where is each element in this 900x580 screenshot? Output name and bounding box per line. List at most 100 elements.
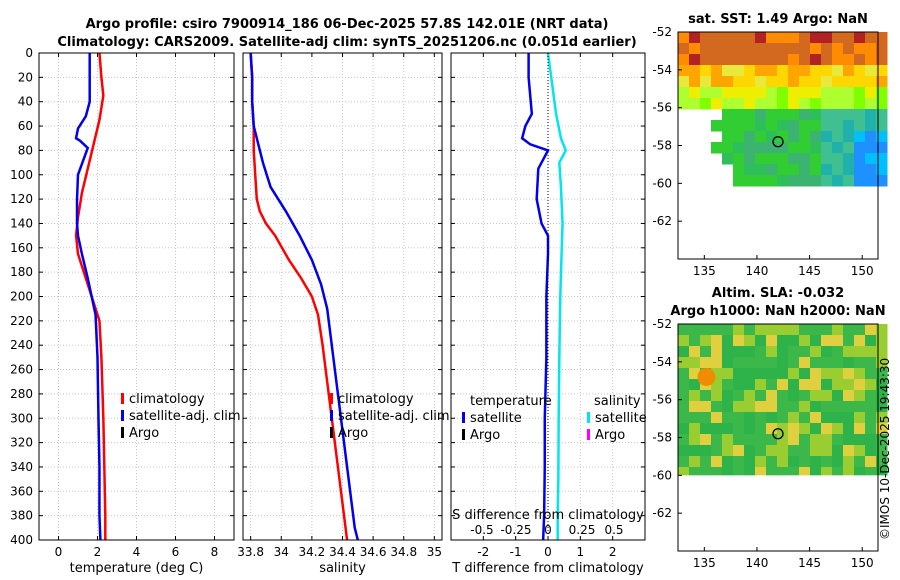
sst-cell bbox=[744, 153, 756, 165]
x-tick-label: 2 bbox=[94, 545, 102, 559]
sla-cell bbox=[854, 467, 866, 476]
x-tick-label: 150 bbox=[851, 556, 874, 570]
y-tick-label: 200 bbox=[10, 290, 33, 304]
sla-cell bbox=[843, 445, 855, 457]
sla-cell bbox=[810, 467, 822, 476]
watermark: ©IMOS 10-Dec-2025 19:43:30 bbox=[878, 358, 892, 540]
sst-cell bbox=[722, 87, 734, 99]
sla-cell bbox=[777, 346, 789, 358]
sst-cell bbox=[810, 87, 822, 99]
sst-cell bbox=[799, 131, 811, 143]
sst-cell bbox=[733, 153, 745, 165]
sla-cell bbox=[766, 456, 778, 468]
sla-cell bbox=[711, 368, 723, 380]
sla-cell bbox=[711, 379, 723, 391]
sla-cell bbox=[733, 357, 745, 369]
sst-cell bbox=[799, 54, 811, 66]
sst-cell bbox=[777, 142, 789, 154]
sst-cell bbox=[854, 142, 866, 154]
sst-cell bbox=[832, 153, 844, 165]
sst-cell bbox=[843, 120, 855, 132]
sst-cell bbox=[854, 131, 866, 143]
y-tick-label: -62 bbox=[652, 214, 672, 228]
sla-cell bbox=[755, 390, 767, 402]
sla-cell bbox=[832, 434, 844, 446]
sla-cell bbox=[700, 412, 712, 424]
sla-cell bbox=[711, 423, 723, 435]
sla-cell bbox=[689, 357, 701, 369]
sla-cell bbox=[810, 379, 822, 391]
series-line-satellite-adj-clim bbox=[74, 53, 102, 541]
figure-title-line1: Argo profile: csiro 7900914_186 06-Dec-2… bbox=[86, 17, 609, 32]
sla-cell bbox=[876, 390, 888, 402]
y-tick-label: 20 bbox=[18, 70, 33, 84]
sst-cell bbox=[766, 87, 778, 99]
sst-cell bbox=[865, 32, 877, 44]
top-tick-label: 0.5 bbox=[604, 523, 623, 537]
sst-cell bbox=[700, 32, 712, 44]
sla-cell bbox=[799, 412, 811, 424]
legend-title: temperature bbox=[470, 394, 552, 409]
sst-cell bbox=[810, 43, 822, 55]
top-tick-label: -0.25 bbox=[500, 523, 531, 537]
sla-cell bbox=[689, 390, 701, 402]
sst-cell bbox=[744, 109, 756, 121]
sst-cell bbox=[843, 175, 855, 187]
sst-cell bbox=[821, 76, 833, 88]
sst-cell bbox=[777, 43, 789, 55]
legend-label: Argo bbox=[595, 428, 625, 443]
y-tick-label: 380 bbox=[10, 509, 33, 523]
sla-cell bbox=[832, 346, 844, 358]
sla-cell bbox=[711, 357, 723, 369]
x-tick-label: 0 bbox=[544, 545, 552, 559]
sla-cell bbox=[810, 335, 822, 347]
sla-cell bbox=[788, 346, 800, 358]
sst-cell bbox=[689, 76, 701, 88]
sst-cell bbox=[755, 32, 767, 44]
sla-cell bbox=[700, 390, 712, 402]
sla-cell bbox=[788, 423, 800, 435]
sla-cell bbox=[821, 412, 833, 424]
sst-cell bbox=[722, 153, 734, 165]
sla-cell bbox=[744, 368, 756, 380]
sla-cell bbox=[876, 324, 888, 336]
top-tick-label: 0.25 bbox=[569, 523, 596, 537]
sst-cell bbox=[788, 109, 800, 121]
sst-cell bbox=[788, 76, 800, 88]
sla-cell bbox=[777, 456, 789, 468]
x-tick-label: 34.8 bbox=[390, 545, 417, 559]
sst-cell bbox=[711, 87, 723, 99]
sla-cell bbox=[755, 335, 767, 347]
series-line-climatology bbox=[249, 52, 349, 541]
sst-cell bbox=[876, 131, 888, 143]
y-tick-label: -60 bbox=[652, 468, 672, 482]
sla-cell bbox=[689, 423, 701, 435]
sst-cell bbox=[689, 43, 701, 55]
x-tick-label: 6 bbox=[172, 545, 180, 559]
sst-cell bbox=[700, 43, 712, 55]
sst-cell bbox=[843, 131, 855, 143]
sst-cell bbox=[810, 153, 822, 165]
y-tick-label: 60 bbox=[18, 119, 33, 133]
sla-cell bbox=[777, 412, 789, 424]
sla-cell bbox=[689, 412, 701, 424]
sst-cell bbox=[843, 142, 855, 154]
sla-cell bbox=[788, 324, 800, 336]
sst-cell bbox=[876, 175, 888, 187]
sla-cell bbox=[810, 368, 822, 380]
sla-cell bbox=[799, 401, 811, 413]
sst-cell bbox=[766, 32, 778, 44]
sla-cell bbox=[799, 346, 811, 358]
sst-cell bbox=[755, 43, 767, 55]
sst-cell bbox=[733, 175, 745, 187]
series-line-satellite-adj-clim bbox=[249, 52, 360, 541]
x-tick-label: -2 bbox=[477, 545, 489, 559]
sst-cell bbox=[700, 87, 712, 99]
sst-cell bbox=[711, 54, 723, 66]
sla-cell bbox=[700, 423, 712, 435]
sst-cell bbox=[865, 43, 877, 55]
y-tick-label: 80 bbox=[18, 143, 33, 157]
sst-cell bbox=[865, 153, 877, 165]
sst-cell bbox=[832, 131, 844, 143]
sla-cell bbox=[799, 434, 811, 446]
